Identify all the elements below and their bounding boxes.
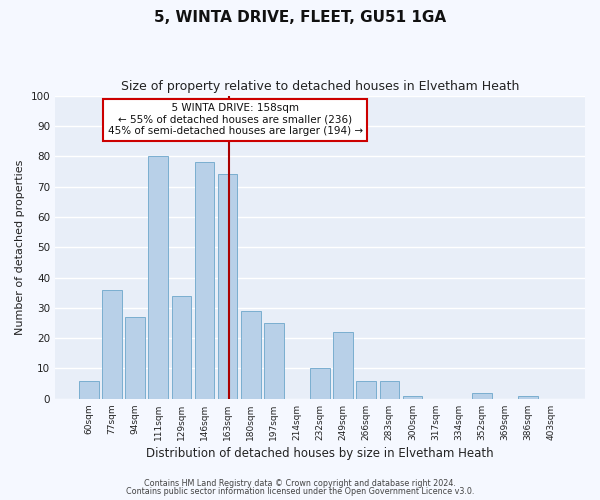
Bar (194, 162, 214, 399)
Title: Size of property relative to detached houses in Elvetham Heath: Size of property relative to detached ho… (121, 80, 519, 93)
Bar (403, 396, 422, 399)
Bar (125, 317, 145, 399)
Bar (380, 380, 399, 399)
Bar (518, 396, 538, 399)
Bar (102, 290, 122, 399)
Bar (334, 332, 353, 399)
Text: Contains public sector information licensed under the Open Government Licence v3: Contains public sector information licen… (126, 487, 474, 496)
Bar (241, 311, 260, 399)
Bar (264, 323, 284, 399)
Y-axis label: Number of detached properties: Number of detached properties (15, 160, 25, 335)
Bar (148, 156, 168, 399)
Bar (356, 380, 376, 399)
Bar (472, 393, 491, 399)
Bar (172, 296, 191, 399)
Bar (218, 174, 238, 399)
Text: 5, WINTA DRIVE, FLEET, GU51 1GA: 5, WINTA DRIVE, FLEET, GU51 1GA (154, 10, 446, 25)
Text: Contains HM Land Registry data © Crown copyright and database right 2024.: Contains HM Land Registry data © Crown c… (144, 478, 456, 488)
X-axis label: Distribution of detached houses by size in Elvetham Heath: Distribution of detached houses by size … (146, 447, 494, 460)
Bar (310, 368, 330, 399)
Bar (79, 380, 99, 399)
Text: 5 WINTA DRIVE: 158sqm  
← 55% of detached houses are smaller (236)
45% of semi-d: 5 WINTA DRIVE: 158sqm ← 55% of detached … (107, 103, 363, 136)
